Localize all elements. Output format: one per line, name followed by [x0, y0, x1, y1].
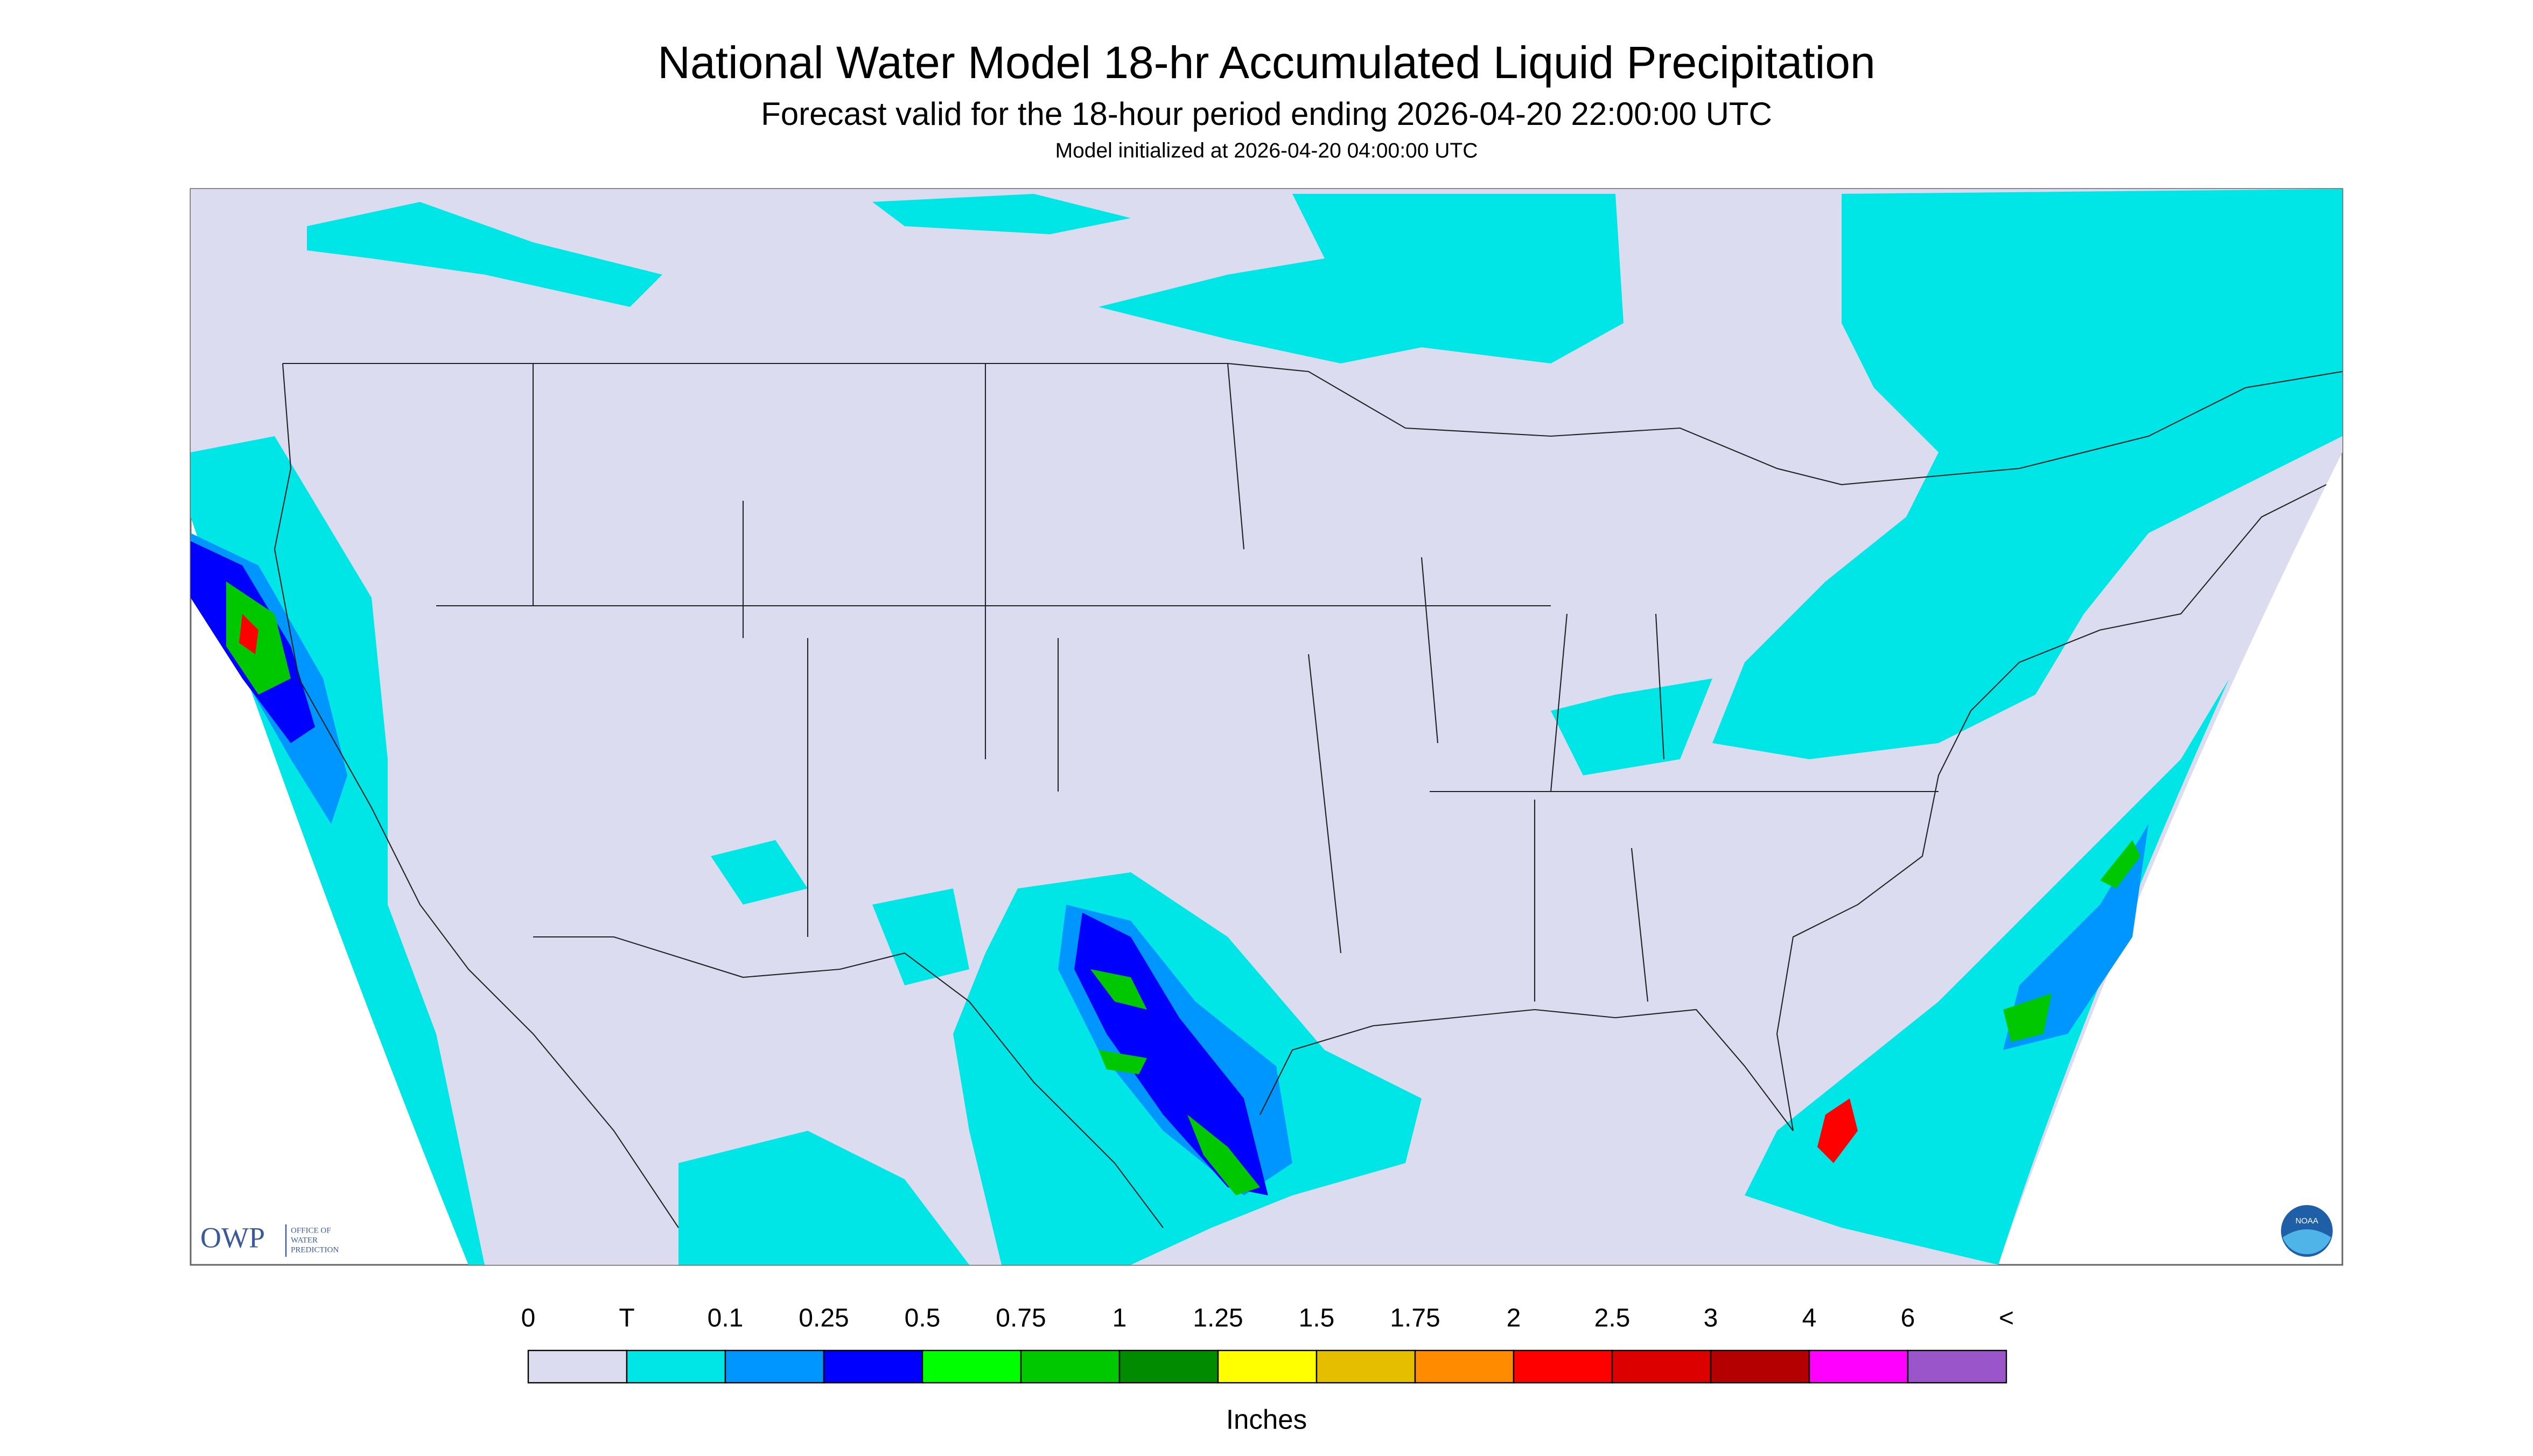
legend-label: 0.1 — [708, 1304, 744, 1333]
legend-swatch — [1513, 1349, 1613, 1384]
noaa-wave — [2283, 1229, 2331, 1255]
init-time: Model initialized at 2026-04-20 04:00:00… — [1055, 139, 1478, 162]
legend-label: 3 — [1704, 1304, 1718, 1333]
owp-logo-text: OWP — [200, 1221, 265, 1254]
legend-label: < — [1999, 1304, 2014, 1333]
legend-label: 0.5 — [905, 1304, 941, 1333]
legend-swatch — [626, 1349, 726, 1384]
legend-label: 1.75 — [1390, 1304, 1440, 1333]
legend-swatch — [1020, 1349, 1121, 1384]
legend: 0 T 0.1 0.25 0.5 0.75 1 1.25 1.5 1.75 2 2.5 3 4 6 < — [521, 1304, 2014, 1384]
legend-label: 0.75 — [996, 1304, 1046, 1333]
legend-unit: Inches — [1226, 1404, 1307, 1434]
legend-swatch — [1217, 1349, 1318, 1384]
boundaries — [274, 362, 2343, 1228]
legend-label: 1.25 — [1193, 1304, 1243, 1333]
legend-label: 0.25 — [799, 1304, 849, 1333]
legend-label: 1.5 — [1299, 1304, 1335, 1333]
title: National Water Model 18-hr Accumulated L… — [657, 37, 1875, 88]
legend-swatch — [823, 1349, 923, 1384]
precip-075 — [226, 582, 2140, 1196]
subtitle: Forecast valid for the 18-hour period en… — [761, 96, 1772, 132]
legend-label: 6 — [1901, 1304, 1915, 1333]
map: OWP OFFICE OF WATER PREDICTION NOAA — [190, 188, 2343, 1266]
legend-swatch — [724, 1349, 825, 1384]
noaa-text: NOAA — [2296, 1216, 2319, 1226]
legend-label: 2 — [1507, 1304, 1521, 1333]
legend-label: 0 — [521, 1304, 536, 1333]
legend-swatch — [527, 1349, 628, 1384]
legend-swatch — [1710, 1349, 1810, 1384]
precip-25 — [239, 614, 1858, 1164]
legend-label: T — [619, 1304, 634, 1333]
owp-logo: OWP OFFICE OF WATER PREDICTION — [200, 1221, 339, 1257]
legend-label: 4 — [1802, 1304, 1817, 1333]
noaa-logo: NOAA — [2281, 1205, 2333, 1257]
legend-swatch — [1611, 1349, 1712, 1384]
legend-label: 1 — [1112, 1304, 1127, 1333]
legend-swatch — [921, 1349, 1022, 1384]
owp-sub: PREDICTION — [291, 1245, 339, 1254]
legend-swatch — [1907, 1349, 2007, 1384]
legend-swatch — [1414, 1349, 1515, 1384]
legend-swatch — [1316, 1349, 1416, 1384]
legend-swatch — [1118, 1349, 1219, 1384]
legend-swatch — [1808, 1349, 1909, 1384]
legend-label: 2.5 — [1594, 1304, 1631, 1333]
owp-sub: WATER — [291, 1236, 318, 1244]
owp-sub: OFFICE OF — [291, 1226, 331, 1235]
model-domain — [191, 189, 2342, 1265]
